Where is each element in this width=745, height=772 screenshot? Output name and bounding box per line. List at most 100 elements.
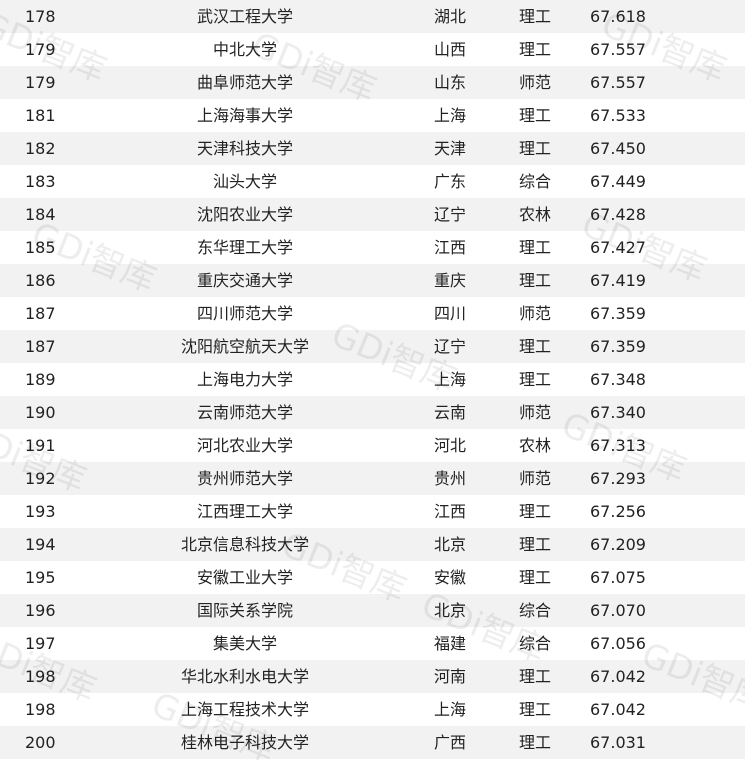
score-cell: 67.256: [590, 502, 646, 521]
university-name-cell: 重庆交通大学: [196, 271, 293, 290]
province-cell: 上海: [433, 370, 466, 389]
table-row: 195 安徽工业大学 安徽 理工 67.075: [0, 561, 745, 594]
rank-cell: 179: [25, 73, 56, 92]
university-name-cell: 沈阳航空航天大学: [180, 337, 309, 356]
rank-cell: 193: [25, 502, 56, 521]
rank-cell: 196: [25, 601, 56, 620]
province-cell: 河北: [433, 436, 466, 455]
score-cell: 67.419: [590, 271, 646, 290]
rank-cell: 182: [25, 139, 56, 158]
type-cell: 理工: [518, 370, 551, 389]
province-cell: 广西: [433, 733, 466, 752]
university-name-cell: 北京信息科技大学: [180, 535, 309, 554]
score-cell: 67.031: [590, 733, 646, 752]
province-cell: 上海: [433, 700, 466, 719]
rank-cell: 200: [25, 733, 56, 752]
rank-cell: 186: [25, 271, 56, 290]
score-cell: 67.313: [590, 436, 646, 455]
table-row: 187 四川师范大学 四川 师范 67.359: [0, 297, 745, 330]
university-name-cell: 沈阳农业大学: [196, 205, 293, 224]
table-row: 193 江西理工大学 江西 理工 67.256: [0, 495, 745, 528]
university-name-cell: 河北农业大学: [196, 436, 293, 455]
table-row: 178 武汉工程大学 湖北 理工 67.618: [0, 0, 745, 33]
type-cell: 理工: [518, 238, 551, 257]
province-cell: 山西: [433, 40, 466, 59]
score-cell: 67.449: [590, 172, 646, 191]
province-cell: 天津: [433, 139, 466, 158]
province-cell: 安徽: [433, 568, 466, 587]
score-cell: 67.557: [590, 73, 646, 92]
type-cell: 理工: [518, 568, 551, 587]
score-cell: 67.070: [590, 601, 646, 620]
university-name-cell: 桂林电子科技大学: [180, 733, 309, 752]
university-name-cell: 安徽工业大学: [196, 568, 293, 587]
score-cell: 67.075: [590, 568, 646, 587]
type-cell: 农林: [518, 436, 551, 455]
type-cell: 农林: [518, 205, 551, 224]
province-cell: 北京: [433, 601, 466, 620]
score-cell: 67.042: [590, 700, 646, 719]
rank-cell: 179: [25, 40, 56, 59]
rank-cell: 198: [25, 667, 56, 686]
rank-cell: 198: [25, 700, 56, 719]
table-row: 191 河北农业大学 河北 农林 67.313: [0, 429, 745, 462]
province-cell: 贵州: [433, 469, 466, 488]
type-cell: 综合: [518, 601, 551, 620]
score-cell: 67.359: [590, 304, 646, 323]
university-name-cell: 中北大学: [212, 40, 277, 59]
rank-cell: 191: [25, 436, 56, 455]
table-row: 196 国际关系学院 北京 综合 67.070: [0, 594, 745, 627]
province-cell: 四川: [433, 304, 466, 323]
university-name-cell: 上海工程技术大学: [180, 700, 309, 719]
rank-cell: 187: [25, 304, 56, 323]
province-cell: 辽宁: [433, 337, 466, 356]
university-name-cell: 江西理工大学: [196, 502, 293, 521]
type-cell: 理工: [518, 502, 551, 521]
type-cell: 理工: [518, 139, 551, 158]
province-cell: 山东: [433, 73, 466, 92]
province-cell: 江西: [433, 238, 466, 257]
type-cell: 师范: [518, 73, 551, 92]
province-cell: 福建: [433, 634, 466, 653]
table-row: 198 上海工程技术大学 上海 理工 67.042: [0, 693, 745, 726]
score-cell: 67.427: [590, 238, 646, 257]
table-row: 187 沈阳航空航天大学 辽宁 理工 67.359: [0, 330, 745, 363]
score-cell: 67.533: [590, 106, 646, 125]
table-row: 181 上海海事大学 上海 理工 67.533: [0, 99, 745, 132]
table-row: 182 天津科技大学 天津 理工 67.450: [0, 132, 745, 165]
university-name-cell: 上海电力大学: [196, 370, 293, 389]
rank-cell: 197: [25, 634, 56, 653]
university-name-cell: 华北水利水电大学: [180, 667, 309, 686]
type-cell: 理工: [518, 271, 551, 290]
score-cell: 67.450: [590, 139, 646, 158]
type-cell: 理工: [518, 106, 551, 125]
university-name-cell: 贵州师范大学: [196, 469, 293, 488]
rank-cell: 194: [25, 535, 56, 554]
rank-cell: 190: [25, 403, 56, 422]
score-cell: 67.209: [590, 535, 646, 554]
table-row: 200 桂林电子科技大学 广西 理工 67.031: [0, 726, 745, 759]
type-cell: 理工: [518, 733, 551, 752]
score-cell: 67.557: [590, 40, 646, 59]
score-cell: 67.348: [590, 370, 646, 389]
rank-cell: 183: [25, 172, 56, 191]
province-cell: 北京: [433, 535, 466, 554]
type-cell: 师范: [518, 403, 551, 422]
province-cell: 重庆: [433, 271, 466, 290]
table-row: 179 曲阜师范大学 山东 师范 67.557: [0, 66, 745, 99]
university-name-cell: 四川师范大学: [196, 304, 293, 323]
province-cell: 湖北: [433, 7, 466, 26]
type-cell: 理工: [518, 667, 551, 686]
university-name-cell: 东华理工大学: [196, 238, 293, 257]
score-cell: 67.056: [590, 634, 646, 653]
province-cell: 广东: [433, 172, 466, 191]
type-cell: 理工: [518, 337, 551, 356]
type-cell: 理工: [518, 7, 551, 26]
score-cell: 67.359: [590, 337, 646, 356]
table-row: 179 中北大学 山西 理工 67.557: [0, 33, 745, 66]
table-row: 194 北京信息科技大学 北京 理工 67.209: [0, 528, 745, 561]
university-name-cell: 国际关系学院: [196, 601, 293, 620]
rank-cell: 178: [25, 7, 56, 26]
province-cell: 云南: [433, 403, 466, 422]
type-cell: 综合: [518, 634, 551, 653]
